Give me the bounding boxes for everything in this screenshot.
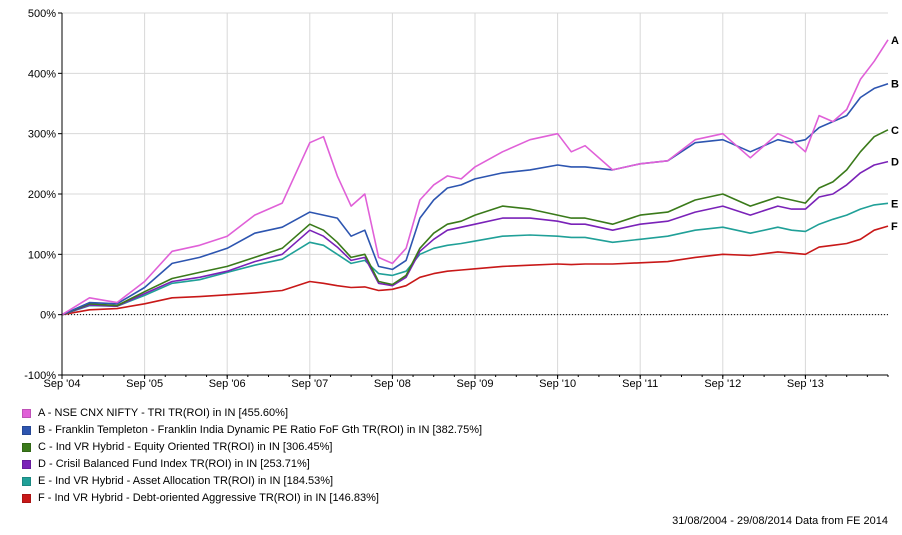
- legend-swatch-a: [22, 409, 31, 418]
- y-tick-label: 0%: [40, 310, 56, 322]
- series-end-label-d: D: [891, 157, 899, 169]
- y-tick-label: 200%: [28, 189, 56, 201]
- y-tick-label: 100%: [28, 249, 56, 261]
- x-tick-label: Sep '10: [539, 378, 576, 390]
- series-end-label-b: B: [891, 79, 899, 91]
- legend-swatch-d: [22, 460, 31, 469]
- legend-item-a: A - NSE CNX NIFTY - TRI TR(ROI) in IN [4…: [22, 405, 482, 422]
- y-axis-ticks: 500% 400% 300% 200% 100% 0% -100%: [24, 8, 62, 382]
- x-tick-label: Sep '13: [787, 378, 824, 390]
- legend-label-b: B - Franklin Templeton - Franklin India …: [38, 424, 483, 436]
- series-end-label-c: C: [891, 125, 899, 137]
- legend-item-e: E - Ind VR Hybrid - Asset Allocation TR(…: [22, 473, 482, 490]
- legend-label-c: C - Ind VR Hybrid - Equity Oriented TR(R…: [38, 441, 333, 453]
- x-tick-label: Sep '12: [704, 378, 741, 390]
- chart-grid: [61, 12, 888, 376]
- series-line-c: [61, 129, 889, 316]
- y-tick-label: 400%: [28, 68, 56, 80]
- date-range-footer: 31/08/2004 - 29/08/2014 Data from FE 201…: [672, 515, 888, 527]
- legend-swatch-b: [22, 426, 31, 435]
- y-tick-label: -100%: [24, 370, 56, 382]
- legend-label-d: D - Crisil Balanced Fund Index TR(ROI) i…: [38, 458, 310, 470]
- x-tick-label: Sep '05: [126, 378, 163, 390]
- legend-item-d: D - Crisil Balanced Fund Index TR(ROI) i…: [22, 456, 482, 473]
- series-line-a: [61, 39, 889, 316]
- x-tick-label: Sep '11: [622, 378, 658, 390]
- legend-item-c: C - Ind VR Hybrid - Equity Oriented TR(R…: [22, 439, 482, 456]
- legend-swatch-f: [22, 494, 31, 503]
- x-tick-label: Sep '04: [44, 378, 81, 390]
- series-end-label-a: A: [891, 35, 899, 47]
- series-end-label-f: F: [891, 221, 898, 233]
- line-chart: A B C D EF 500% 400% 300% 200% 100% 0% -100% Sep '…: [24, 8, 899, 390]
- x-tick-label: Sep '06: [209, 378, 246, 390]
- series-line-f: [61, 225, 889, 316]
- legend-swatch-c: [22, 443, 31, 452]
- legend-item-b: B - Franklin Templeton - Franklin India …: [22, 422, 482, 439]
- chart-series: [61, 39, 889, 316]
- legend-label-e: E - Ind VR Hybrid - Asset Allocation TR(…: [38, 475, 334, 487]
- x-tick-label: Sep '08: [374, 378, 411, 390]
- series-line-d: [61, 160, 889, 316]
- y-tick-label: 500%: [28, 8, 56, 20]
- legend-swatch-e: [22, 477, 31, 486]
- x-axis-ticks: Sep '04 Sep '05 Sep '06 Sep '07 Sep '08 Sep '…: [44, 375, 889, 390]
- legend-label-a: A - NSE CNX NIFTY - TRI TR(ROI) in IN [4…: [38, 407, 289, 419]
- legend-label-f: F - Ind VR Hybrid - Debt-oriented Aggres…: [38, 492, 379, 504]
- chart-legend: A - NSE CNX NIFTY - TRI TR(ROI) in IN [4…: [22, 405, 482, 507]
- series-line-e: [61, 202, 889, 316]
- x-tick-label: Sep '07: [291, 378, 328, 390]
- legend-item-f: F - Ind VR Hybrid - Debt-oriented Aggres…: [22, 490, 482, 507]
- x-tick-label: Sep '09: [457, 378, 494, 390]
- series-end-labels: A B C D EF: [891, 35, 899, 233]
- series-end-label-e: E: [891, 198, 898, 210]
- y-tick-label: 300%: [28, 129, 56, 141]
